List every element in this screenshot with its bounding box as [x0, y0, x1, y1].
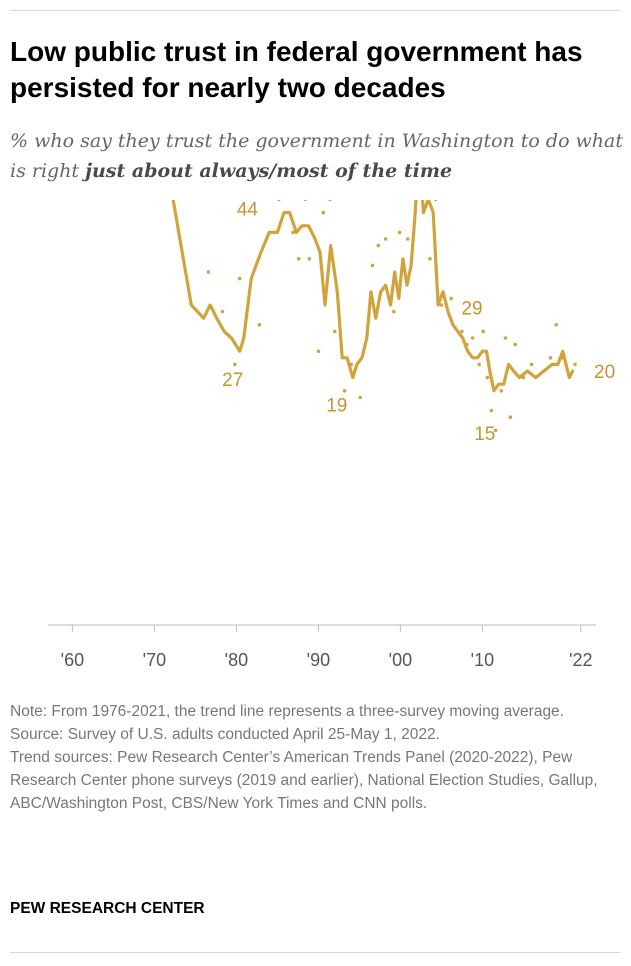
value-label: 29 [461, 299, 482, 320]
survey-point [333, 329, 337, 334]
value-label: 27 [222, 370, 243, 391]
value-label: 20 [594, 362, 615, 383]
survey-point [548, 356, 553, 360]
survey-point [470, 336, 475, 340]
trend-line [171, 200, 575, 393]
x-tick-label: '90 [307, 650, 330, 670]
x-tick-label: '70 [143, 650, 166, 670]
x-axis-ticks: '60 '70 '80 '90 '00 '10 '22 [61, 625, 593, 670]
survey-point [406, 237, 410, 241]
subtitle-emphasis: just about always/most of the time [85, 160, 453, 182]
chart-title: Low public trust in federal government h… [10, 36, 583, 103]
survey-point [257, 323, 262, 327]
survey-point [296, 257, 301, 261]
survey-point [220, 309, 225, 314]
x-tick-label: '60 [61, 650, 84, 670]
organization-name: PEW RESEARCH CENTER [10, 900, 205, 917]
survey-point [342, 389, 347, 393]
survey-point [397, 230, 402, 235]
survey-point [449, 296, 454, 301]
survey-point [237, 276, 242, 281]
survey-point [376, 243, 381, 248]
survey-point [316, 349, 321, 353]
value-labels: 737727441954291520 [222, 200, 615, 445]
trust-line-chart: '60'70'80'90'00'10'22 737727441954291520 [48, 200, 615, 670]
survey-point [508, 415, 513, 419]
survey-point [493, 428, 498, 433]
survey-point [307, 257, 312, 261]
survey-point [477, 362, 481, 367]
survey-point [499, 389, 504, 393]
survey-point [233, 362, 237, 367]
survey-point [358, 395, 363, 400]
survey-point [291, 230, 295, 235]
survey-point [503, 336, 508, 340]
bottom-divider [10, 952, 621, 953]
trend-sources-text: Trend sources: Pew Research Center’s Ame… [10, 749, 598, 812]
x-tick-label: '10 [471, 650, 494, 670]
survey-point [439, 303, 444, 307]
survey-point [428, 257, 432, 261]
survey-point [529, 362, 534, 367]
survey-point [328, 200, 332, 202]
subtitle-text: % who say they trust the government in W… [10, 130, 624, 182]
survey-point [321, 210, 326, 215]
survey-points [206, 200, 577, 433]
survey-point [303, 200, 307, 202]
survey-point [434, 200, 438, 202]
top-divider [10, 10, 621, 11]
survey-point [481, 329, 486, 334]
survey-point [206, 270, 211, 274]
value-label: 19 [326, 396, 347, 417]
x-tick-label: '80 [225, 650, 248, 670]
note-text: Note: From 1976-2021, the trend line rep… [10, 703, 564, 720]
x-tick-label: '22 [569, 650, 592, 670]
survey-point [485, 375, 490, 380]
survey-point [277, 200, 281, 202]
survey-point [554, 323, 558, 327]
survey-point [513, 342, 517, 347]
value-label: 15 [474, 424, 495, 445]
source-text: Source: Survey of U.S. adults conducted … [10, 726, 440, 743]
x-tick-label: '00 [389, 650, 412, 670]
survey-point [489, 408, 494, 413]
survey-point [392, 309, 396, 314]
survey-point [460, 329, 464, 334]
survey-point [370, 263, 375, 268]
chart-subtitle: % who say they trust the government in W… [10, 126, 625, 186]
value-label: 44 [237, 200, 259, 221]
survey-point [383, 237, 388, 241]
chart-notes: Note: From 1976-2021, the trend line rep… [10, 700, 622, 815]
survey-point [573, 362, 577, 367]
